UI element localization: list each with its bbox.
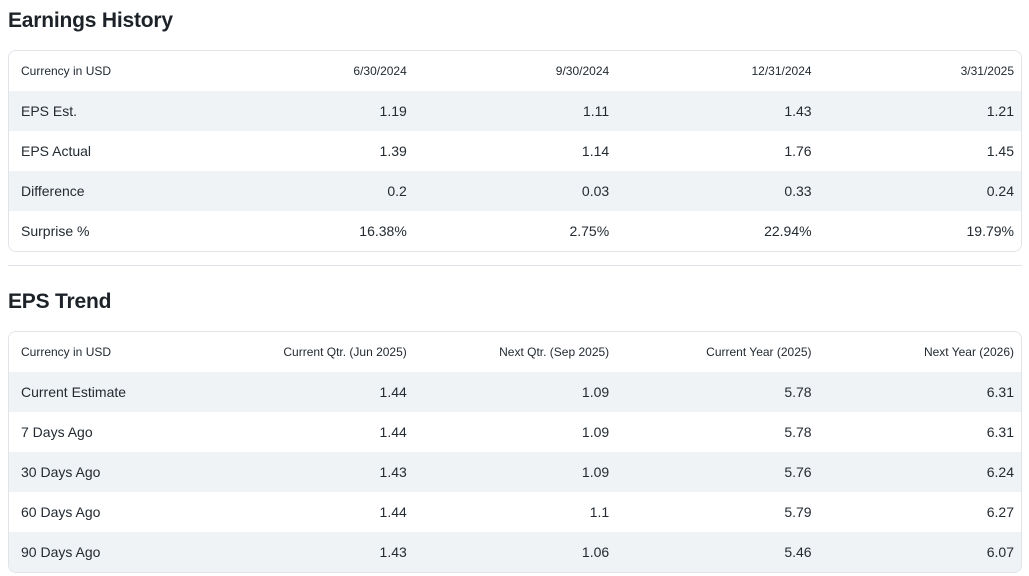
cell-value: 5.78 — [784, 424, 812, 440]
row-label: 30 Days Ago — [21, 464, 101, 480]
column-header-currency: Currency in USD — [21, 64, 112, 78]
cell-value: 1.43 — [379, 544, 407, 560]
cell-value: 1.76 — [784, 143, 812, 159]
cell-value: 22.94% — [764, 223, 812, 239]
table-row-current-estimate: Current Estimate 1.44 1.09 5.78 6.31 — [9, 372, 1021, 412]
cell-value: 1.43 — [784, 103, 812, 119]
cell-value: 6.31 — [986, 384, 1014, 400]
row-label: EPS Est. — [21, 103, 78, 119]
column-header-next-qtr: Next Qtr. (Sep 2025) — [499, 345, 610, 359]
row-label: EPS Actual — [21, 143, 92, 159]
cell-value: 5.79 — [784, 504, 812, 520]
column-header-next-year: Next Year (2026) — [923, 345, 1014, 359]
column-header-current-qtr: Current Qtr. (Jun 2025) — [283, 345, 407, 359]
eps-trend-header-row: Currency in USD Current Qtr. (Jun 2025) … — [9, 332, 1021, 372]
cell-value: 2.75% — [569, 223, 610, 239]
column-header-q4-date: 3/31/2025 — [960, 64, 1014, 78]
cell-value: 1.43 — [379, 464, 407, 480]
column-header-q2-date: 9/30/2024 — [555, 64, 610, 78]
cell-value: 1.09 — [581, 464, 610, 480]
column-header-q3-date: 12/31/2024 — [751, 64, 812, 78]
table-row-surprise-pct: Surprise % 16.38% 2.75% 22.94% 19.79% — [9, 211, 1021, 251]
row-label: Current Estimate — [21, 384, 127, 400]
table-row-30-days-ago: 30 Days Ago 1.43 1.09 5.76 6.24 — [9, 452, 1021, 492]
eps-trend-title: EPS Trend — [8, 290, 112, 313]
cell-value: 19.79% — [966, 223, 1014, 239]
cell-value: 1.44 — [379, 504, 407, 520]
cell-value: 6.27 — [986, 504, 1014, 520]
cell-value: 0.03 — [581, 183, 610, 199]
cell-value: 0.33 — [784, 183, 812, 199]
section-divider — [8, 265, 1022, 266]
table-row-7-days-ago: 7 Days Ago 1.44 1.09 5.78 6.31 — [9, 412, 1021, 452]
cell-value: 1.09 — [581, 384, 610, 400]
cell-value: 1.06 — [581, 544, 610, 560]
cell-value: 6.31 — [986, 424, 1014, 440]
cell-value: 1.14 — [581, 143, 610, 159]
cell-value: 6.07 — [986, 544, 1014, 560]
eps-trend-table: Currency in USD Current Qtr. (Jun 2025) … — [8, 331, 1022, 573]
cell-value: 16.38% — [359, 223, 407, 239]
table-row-eps-est: EPS Est. 1.19 1.11 1.43 1.21 — [9, 91, 1021, 131]
cell-value: 5.78 — [784, 384, 812, 400]
cell-value: 1.21 — [986, 103, 1014, 119]
cell-value: 1.44 — [379, 424, 407, 440]
cell-value: 0.24 — [986, 183, 1014, 199]
cell-value: 1.39 — [379, 143, 407, 159]
row-label: Surprise % — [21, 223, 90, 239]
earnings-history-title: Earnings History — [8, 9, 173, 32]
table-row-difference: Difference 0.2 0.03 0.33 0.24 — [9, 171, 1021, 211]
cell-value: 1.45 — [986, 143, 1014, 159]
column-header-current-year: Current Year (2025) — [706, 345, 812, 359]
cell-value: 1.19 — [379, 103, 407, 119]
table-row-90-days-ago: 90 Days Ago 1.43 1.06 5.46 6.07 — [9, 532, 1021, 572]
earnings-history-table: Currency in USD 6/30/2024 9/30/2024 12/3… — [8, 50, 1022, 252]
cell-value: 1.11 — [582, 103, 610, 119]
cell-value: 0.2 — [387, 183, 407, 199]
row-label: 7 Days Ago — [21, 424, 93, 440]
earnings-history-header-row: Currency in USD 6/30/2024 9/30/2024 12/3… — [9, 51, 1021, 91]
cell-value: 1.1 — [589, 504, 610, 520]
column-header-q1-date: 6/30/2024 — [353, 64, 407, 78]
cell-value: 5.46 — [784, 544, 812, 560]
earnings-history-section: Earnings History Currency in USD 6/30/20… — [8, 8, 1022, 252]
cell-value: 5.76 — [784, 464, 812, 480]
cell-value: 1.09 — [581, 424, 610, 440]
eps-trend-section: EPS Trend Currency in USD Current Qtr. (… — [8, 289, 1022, 573]
cell-value: 6.24 — [986, 464, 1014, 480]
column-header-currency: Currency in USD — [21, 345, 112, 359]
table-row-60-days-ago: 60 Days Ago 1.44 1.1 5.79 6.27 — [9, 492, 1021, 532]
row-label: Difference — [21, 183, 85, 199]
row-label: 90 Days Ago — [21, 544, 101, 560]
row-label: 60 Days Ago — [21, 504, 101, 520]
table-row-eps-actual: EPS Actual 1.39 1.14 1.76 1.45 — [9, 131, 1021, 171]
cell-value: 1.44 — [379, 384, 407, 400]
